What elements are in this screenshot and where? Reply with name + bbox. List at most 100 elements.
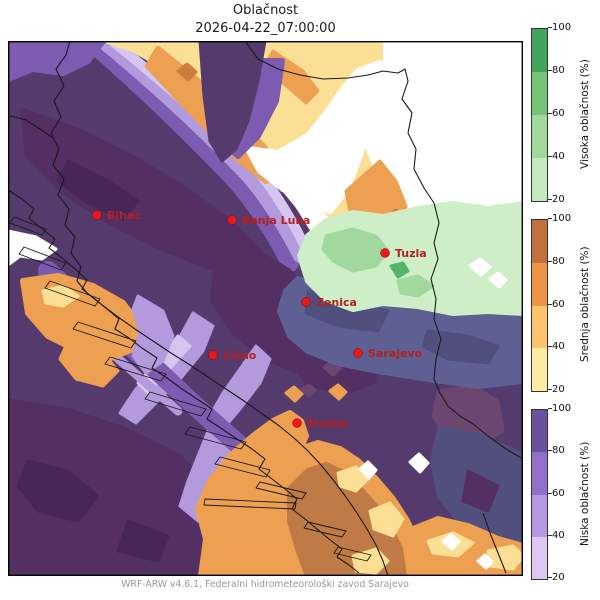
- cloud-region: [461, 469, 500, 513]
- cloud-region: [56, 159, 140, 221]
- cloud-region: [389, 261, 410, 279]
- cloud-region: [41, 284, 80, 308]
- city-dot-banja-luka: [227, 215, 237, 225]
- cloud-region: [321, 227, 390, 273]
- island: [255, 481, 307, 500]
- tick-label: 100: [547, 22, 572, 33]
- colorbar-segment: [532, 536, 547, 579]
- cloud-region: [58, 339, 120, 388]
- tick-label: 20: [548, 572, 565, 583]
- tick-label: 40: [548, 341, 565, 353]
- colorbar-niska-ticks: 100 80 60 40 20: [547, 403, 581, 583]
- city-label-livno: Livno: [223, 349, 257, 362]
- island: [203, 498, 297, 510]
- island: [214, 456, 271, 478]
- island: [333, 546, 372, 562]
- colorbar-visoka: [531, 28, 548, 202]
- cloud-region: [76, 41, 299, 272]
- tick-label: 100: [547, 213, 572, 224]
- colorbar-segment: [532, 220, 547, 263]
- colorbar-segment: [532, 452, 547, 495]
- colorbar-segment: [532, 494, 547, 537]
- colorbar-niska-label: Niska oblačnost (%): [579, 441, 591, 546]
- tick-label: 40: [548, 529, 565, 541]
- tick-label: 20: [548, 194, 565, 205]
- tick-label: 60: [548, 108, 565, 119]
- clear-region: [441, 533, 494, 570]
- tick-label: 20: [548, 384, 565, 395]
- cloud-region: [116, 519, 170, 563]
- cloud-region: [351, 547, 390, 575]
- city-dot-bihac: [92, 210, 102, 220]
- city-dot-mostar: [292, 418, 302, 428]
- colorbar-segment: [532, 348, 547, 391]
- clear-region: [8, 229, 58, 267]
- city-dot-sarajevo: [353, 348, 363, 358]
- colorbar-visoka-ticks: 100 80 60 40 20: [547, 22, 581, 205]
- cloud-high-layer: [297, 201, 523, 316]
- colorbar-segment: [532, 158, 547, 201]
- tick-label: 40: [548, 151, 565, 162]
- chart-timestamp: 2026-04-22_07:00:00: [195, 20, 336, 36]
- cloud-region: [131, 294, 175, 375]
- island: [18, 246, 67, 271]
- colorbar-srednja-label: Srednja oblačnost (%): [579, 246, 591, 363]
- city-label-sarajevo: Sarajevo: [368, 347, 423, 360]
- tick-label: 80: [548, 65, 565, 76]
- city-label-banja-luka: Banja Luka: [242, 214, 310, 227]
- cloud-region: [198, 41, 267, 163]
- colorbar-niska: [531, 409, 548, 580]
- tick-label: 100: [547, 403, 572, 414]
- city-zenica: Zenica: [301, 296, 357, 309]
- map-panel: Bihać Banja Luka Tuzla Zenica Livno Sara…: [8, 41, 523, 576]
- city-label-tuzla: Tuzla: [395, 247, 427, 260]
- city-banja-luka: Banja Luka: [227, 214, 310, 227]
- city-tuzla: Tuzla: [380, 247, 427, 260]
- clear-region: [245, 60, 383, 214]
- clear-region: [468, 257, 508, 289]
- cloud-region: [396, 274, 435, 298]
- border-line-northwest: [50, 41, 389, 576]
- coastline: [8, 189, 360, 574]
- colorbar-visoka-label: Visoka oblačnost (%): [579, 59, 591, 169]
- colorbar-segment: [532, 410, 547, 453]
- city-bihac: Bihać: [92, 209, 141, 222]
- cloud-region: [16, 459, 100, 523]
- island: [144, 391, 207, 417]
- cloud-region: [368, 501, 405, 538]
- tick-label: 60: [548, 487, 565, 499]
- border-line-north-sava: [244, 41, 523, 460]
- chart-title: Oblačnost: [232, 3, 299, 18]
- city-label-bihac: Bihać: [107, 209, 141, 222]
- attribution-text: WRF-ARW v4.6.1, Federalni hidrometeorolo…: [121, 579, 409, 590]
- island: [303, 521, 347, 538]
- tick-label: 80: [548, 445, 565, 457]
- colorbar-segment: [532, 305, 547, 349]
- colorbar-segment: [532, 29, 547, 72]
- city-dot-zenica: [301, 297, 311, 307]
- city-label-zenica: Zenica: [316, 296, 357, 309]
- city-dot-tuzla: [380, 248, 390, 258]
- colorbar-srednja-ticks: 100 80 60 40 20: [547, 213, 581, 395]
- island: [72, 321, 137, 349]
- island: [9, 216, 47, 236]
- city-label-mostar: Mostar: [307, 417, 351, 430]
- city-mostar: Mostar: [292, 417, 351, 430]
- title-block: Oblačnost 2026-04-22_07:00:00: [8, 2, 523, 37]
- cloud-region: [8, 41, 106, 82]
- tick-label: 60: [548, 298, 565, 310]
- tick-label: 80: [548, 255, 565, 267]
- colorbar-srednja: [531, 219, 548, 392]
- cloud-region: [421, 329, 500, 365]
- island: [184, 426, 247, 450]
- map-frame: [8, 41, 523, 576]
- cloud-region: [336, 465, 370, 493]
- cloud-medium-layer: [8, 41, 408, 388]
- border-line-southeast: [482, 512, 507, 574]
- city-markers: Bihać Banja Luka Tuzla Zenica Livno Sara…: [92, 209, 427, 430]
- cloud-region: [284, 383, 348, 403]
- city-sarajevo: Sarajevo: [353, 347, 423, 360]
- city-dot-livno: [208, 350, 218, 360]
- cloud-region: [91, 41, 307, 263]
